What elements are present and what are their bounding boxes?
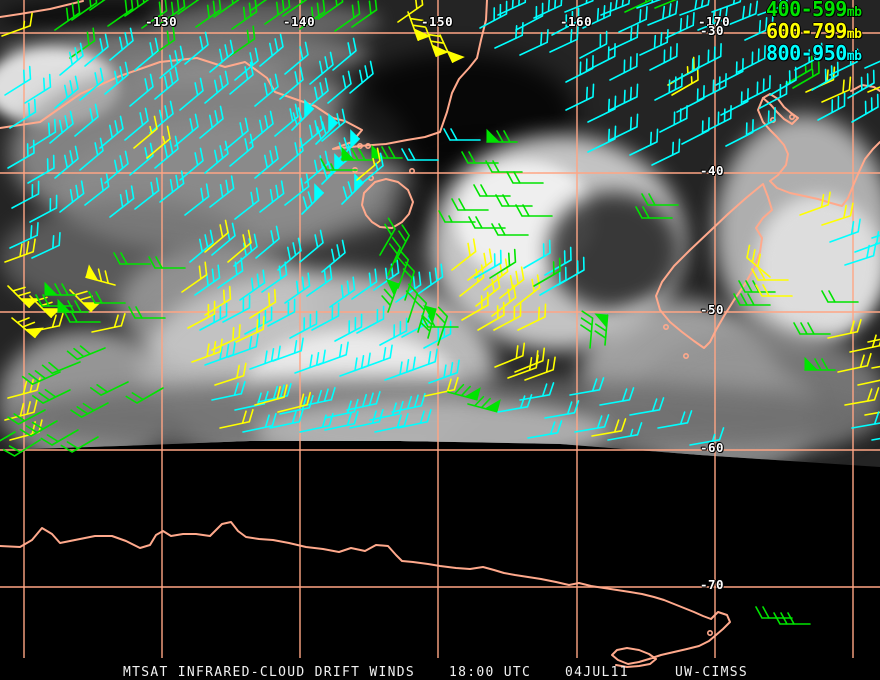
legend-row-400-599: 400-599mb <box>766 0 862 22</box>
legend-range: 600-799 <box>766 19 847 43</box>
lat-lon-gridlines <box>0 0 880 658</box>
legend-row-600-799: 600-799mb <box>766 19 862 44</box>
latitude-label: -40 <box>700 163 725 178</box>
legend-range: 800-950 <box>766 41 847 65</box>
wind-barbs <box>0 0 880 625</box>
latitude-label: -70 <box>700 577 725 592</box>
legend-unit: mb <box>846 49 862 64</box>
legend-range: 400-599 <box>766 0 847 21</box>
latitude-label: -50 <box>700 302 725 317</box>
caption-date: 04JUL11 <box>565 665 629 680</box>
latitude-label: -30 <box>700 23 725 38</box>
caption-product-title: MTSAT INFRARED-CLOUD DRIFT WINDS <box>123 665 416 680</box>
latitude-label: -60 <box>700 440 725 455</box>
legend-unit: mb <box>846 5 862 20</box>
longitude-label: -140 <box>283 14 316 29</box>
longitude-label: -150 <box>421 14 454 29</box>
pressure-level-legend: 400-599mb 600-799mb 800-950mb <box>766 0 862 66</box>
legend-row-800-950: 800-950mb <box>766 41 862 66</box>
caption-source: UW-CIMSS <box>675 665 749 680</box>
legend-unit: mb <box>846 27 862 42</box>
longitude-label: -160 <box>560 14 593 29</box>
caption-time: 18:00 UTC <box>449 665 532 680</box>
longitude-label: -170 <box>698 14 731 29</box>
longitude-label: -130 <box>145 14 178 29</box>
